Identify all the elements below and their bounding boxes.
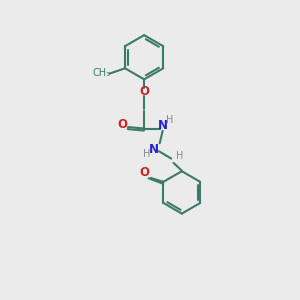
Text: CH₃: CH₃ (92, 68, 110, 78)
Text: N: N (158, 119, 168, 132)
Text: N: N (149, 143, 159, 156)
Text: H: H (176, 151, 184, 161)
Text: O: O (139, 167, 149, 179)
Text: H: H (166, 115, 173, 125)
Text: O: O (139, 85, 149, 98)
Text: H: H (143, 149, 150, 159)
Text: O: O (117, 118, 127, 130)
